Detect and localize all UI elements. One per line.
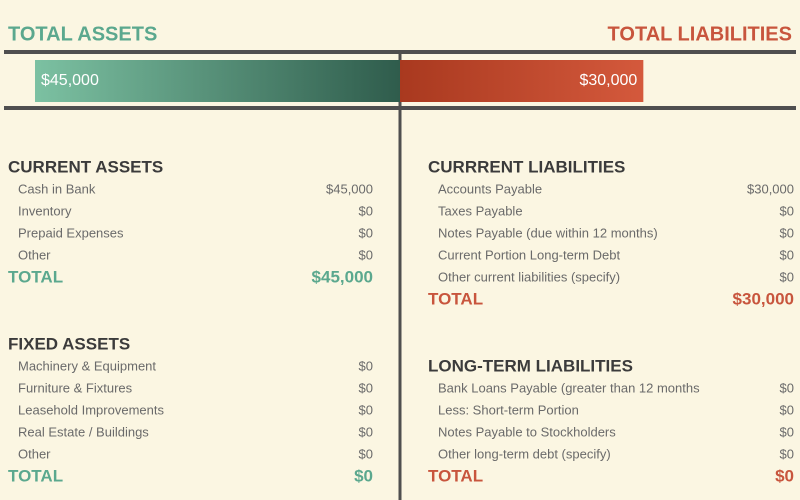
item-label: Less: Short-term Portion (438, 402, 579, 417)
item-value: $0 (780, 402, 794, 417)
item-label: Other (18, 247, 51, 262)
item-value: $0 (359, 446, 373, 461)
item-label: Taxes Payable (438, 203, 523, 218)
item-value: $0 (780, 203, 794, 218)
section-title: CURRENT ASSETS (8, 157, 163, 176)
assets-title: TOTAL ASSETS (8, 23, 157, 45)
item-value: $30,000 (747, 181, 794, 196)
item-label: Notes Payable to Stockholders (438, 424, 616, 439)
item-value: $0 (359, 424, 373, 439)
item-label: Real Estate / Buildings (18, 424, 149, 439)
item-value: $0 (780, 269, 794, 284)
section-title: CURRRENT LIABILITIES (428, 157, 625, 176)
item-label: Prepaid Expenses (18, 225, 124, 240)
item-value: $0 (359, 225, 373, 240)
liabilities-title: TOTAL LIABILITIES (608, 23, 792, 45)
item-label: Notes Payable (due within 12 months) (438, 225, 658, 240)
divider (398, 52, 402, 500)
total-value: $30,000 (733, 289, 794, 308)
section-title: LONG-TERM LIABILITIES (428, 356, 633, 375)
section-title: FIXED ASSETS (8, 334, 130, 353)
total-label: TOTAL (428, 289, 483, 308)
item-label: Current Portion Long-term Debt (438, 247, 620, 262)
item-label: Furniture & Fixtures (18, 380, 133, 395)
item-label: Accounts Payable (438, 181, 542, 196)
assets-bar (35, 60, 400, 102)
item-value: $0 (780, 225, 794, 240)
item-label: Other (18, 446, 51, 461)
total-value: $0 (354, 466, 373, 485)
bar-label: $30,000 (579, 72, 637, 89)
total-label: TOTAL (8, 267, 63, 286)
bar-label: $45,000 (41, 72, 99, 89)
item-label: Inventory (18, 203, 72, 218)
item-label: Cash in Bank (18, 181, 96, 196)
item-value: $0 (359, 402, 373, 417)
total-value: $45,000 (312, 267, 373, 286)
item-value: $0 (359, 358, 373, 373)
item-label: Leasehold Improvements (18, 402, 164, 417)
total-label: TOTAL (8, 466, 63, 485)
item-label: Bank Loans Payable (greater than 12 mont… (438, 380, 700, 395)
total-label: TOTAL (428, 466, 483, 485)
item-value: $0 (780, 446, 794, 461)
item-value: $0 (359, 247, 373, 262)
item-value: $0 (780, 424, 794, 439)
liabilities-bar (400, 60, 644, 102)
item-value: $0 (780, 380, 794, 395)
item-value: $0 (780, 247, 794, 262)
item-label: Machinery & Equipment (18, 358, 156, 373)
item-label: Other current liabilities (specify) (438, 269, 620, 284)
total-value: $0 (775, 466, 794, 485)
item-label: Other long-term debt (specify) (438, 446, 611, 461)
item-value: $0 (359, 380, 373, 395)
item-value: $45,000 (326, 181, 373, 196)
item-value: $0 (359, 203, 373, 218)
